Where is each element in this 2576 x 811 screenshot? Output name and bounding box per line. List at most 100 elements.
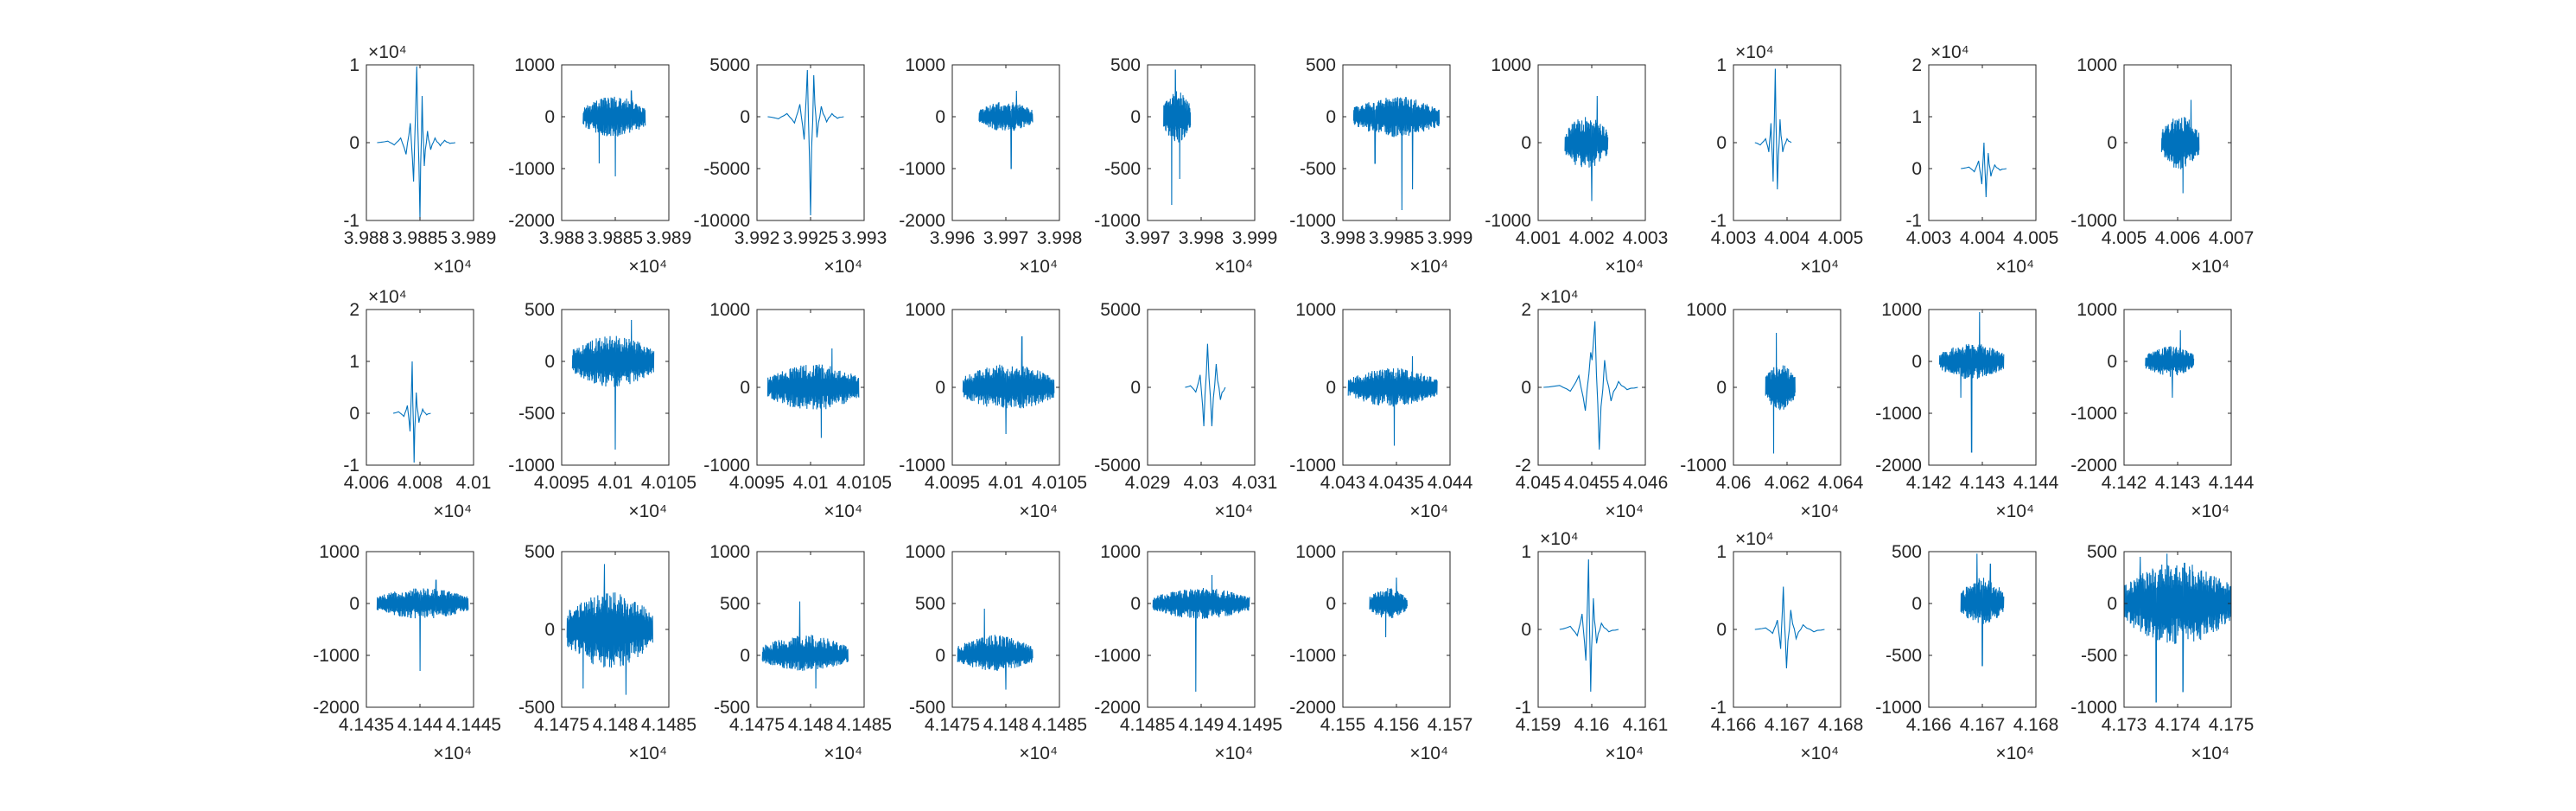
x-exponent-label: ×10⁴ [2191, 744, 2229, 763]
series-line [1564, 95, 1609, 201]
subplot-1: -1 0 1 3.988 3.9885 3.989 ×10⁴ ×10⁴ [343, 42, 496, 277]
ytick-label: 0 [1326, 594, 1336, 614]
series-line [1543, 321, 1638, 450]
xtick-label: 4.1485 [836, 715, 892, 735]
subplot-4: -2000 -1000 0 1000 3.996 3.997 3.998 ×10⁴ [899, 55, 1082, 277]
y-exponent-label: ×10⁴ [368, 42, 407, 62]
ytick-label: 1 [1716, 55, 1727, 75]
xtick-label: 3.9925 [783, 228, 838, 248]
xtick-label: 4.0105 [836, 473, 892, 493]
x-exponent-label: ×10⁴ [824, 257, 862, 277]
series-line [1352, 97, 1441, 211]
subplot-7: -1000 0 1000 4.001 4.002 4.003 ×10⁴ [1485, 55, 1668, 277]
xtick-label: 4.144 [2209, 473, 2255, 493]
subplot-15: -5000 0 5000 4.029 4.03 4.031 ×10⁴ [1094, 300, 1277, 521]
x-exponent-label: ×10⁴ [1800, 744, 1839, 763]
series-line [1152, 574, 1250, 693]
xtick-label: 4.004 [1960, 228, 2006, 248]
x-exponent-label: ×10⁴ [628, 744, 667, 763]
xtick-label: 4.168 [1818, 715, 1864, 735]
series-line [377, 66, 455, 220]
xtick-label: 3.999 [1428, 228, 1473, 248]
ytick-label: -1 [343, 211, 359, 231]
x-exponent-label: ×10⁴ [628, 501, 667, 521]
xtick-label: 4.148 [983, 715, 1029, 735]
ytick-label: 0 [544, 107, 555, 127]
ytick-label: -2000 [899, 211, 945, 231]
ytick-label: -1000 [1680, 456, 1727, 476]
xtick-label: 4.031 [1232, 473, 1278, 493]
ytick-label: 0 [2107, 594, 2117, 614]
ytick-label: -2 [1515, 456, 1531, 476]
xtick-label: 4.167 [1765, 715, 1810, 735]
series-line [1185, 343, 1226, 427]
subplot-23: -500 0 500 1000 4.1475 4.148 4.1485 ×10⁴ [709, 542, 892, 763]
subplot-8: -1 0 1 4.003 4.004 4.005 ×10⁴ ×10⁴ [1710, 42, 1863, 277]
subplot-28: -1 0 1 4.166 4.167 4.168 ×10⁴ ×10⁴ [1710, 529, 1863, 763]
ytick-label: -500 [2081, 646, 2117, 666]
xtick-label: 4.01 [456, 473, 492, 493]
ytick-label: 500 [1110, 55, 1141, 75]
ytick-label: 0 [349, 594, 359, 614]
xtick-label: 4.159 [1516, 715, 1562, 735]
ytick-label: -2000 [1875, 456, 1922, 476]
ytick-label: 500 [720, 594, 750, 614]
xtick-label: 4.064 [1818, 473, 1864, 493]
ytick-label: -1000 [1289, 456, 1336, 476]
xtick-label: 4.003 [1711, 228, 1757, 248]
xtick-label: 4.004 [1765, 228, 1810, 248]
ytick-label: -1000 [1485, 211, 1531, 231]
xtick-label: 4.044 [1428, 473, 1473, 493]
xtick-label: 4.008 [398, 473, 443, 493]
subplot-6: -1000 -500 0 500 3.998 3.9985 3.999 ×10⁴ [1289, 55, 1472, 277]
xtick-label: 4.0095 [534, 473, 589, 493]
ytick-label: -2000 [2070, 456, 2117, 476]
series-line [1765, 332, 1796, 454]
ytick-label: 0 [1521, 378, 1531, 398]
ytick-label: 0 [1326, 107, 1336, 127]
subplot-14: -1000 0 1000 4.0095 4.01 4.0105 ×10⁴ [899, 300, 1087, 521]
xtick-label: 3.998 [1320, 228, 1366, 248]
x-exponent-label: ×10⁴ [1409, 501, 1448, 521]
series-line [392, 361, 431, 463]
ytick-label: 1000 [1491, 55, 1531, 75]
xtick-label: 4.1485 [641, 715, 696, 735]
xtick-label: 3.9885 [392, 228, 448, 248]
x-exponent-label: ×10⁴ [433, 744, 472, 763]
ytick-label: -500 [1104, 159, 1141, 179]
series-line [1754, 68, 1792, 190]
ytick-label: 500 [525, 300, 555, 320]
ytick-label: 500 [1306, 55, 1336, 75]
subplot-17: -2 0 2 4.045 4.0455 4.046 ×10⁴ ×10⁴ [1515, 287, 1668, 521]
xtick-label: 4.1475 [534, 715, 589, 735]
series-line [1347, 355, 1438, 446]
xtick-label: 3.993 [842, 228, 887, 248]
series-line [766, 348, 860, 438]
y-exponent-label: ×10⁴ [368, 287, 407, 307]
ytick-label: 500 [1892, 542, 1922, 562]
ytick-label: 1000 [709, 542, 750, 562]
x-exponent-label: ×10⁴ [1800, 501, 1839, 521]
x-exponent-label: ×10⁴ [1019, 501, 1058, 521]
ytick-label: -1 [1515, 698, 1531, 718]
x-exponent-label: ×10⁴ [1605, 744, 1644, 763]
ytick-label: 0 [1130, 594, 1141, 614]
ytick-label: 0 [935, 646, 945, 666]
xtick-label: 4.002 [1569, 228, 1615, 248]
ytick-label: -1000 [1875, 404, 1922, 424]
xtick-label: 4.003 [1906, 228, 1952, 248]
ytick-label: 0 [1716, 378, 1727, 398]
ytick-label: 0 [1911, 352, 1922, 372]
xtick-label: 4.0455 [1564, 473, 1619, 493]
xtick-label: 4.168 [2013, 715, 2059, 735]
xtick-label: 4.1495 [1227, 715, 1282, 735]
ytick-label: 5000 [709, 55, 750, 75]
ytick-label: 1000 [905, 542, 945, 562]
x-exponent-label: ×10⁴ [1409, 744, 1448, 763]
subplot-18: -1000 0 1000 4.06 4.062 4.064 ×10⁴ [1680, 300, 1863, 521]
series-line [957, 608, 1034, 690]
xtick-label: 4.001 [1516, 228, 1562, 248]
xtick-label: 4.142 [2102, 473, 2147, 493]
xtick-label: 4.0105 [1032, 473, 1087, 493]
ytick-label: -500 [909, 698, 945, 718]
